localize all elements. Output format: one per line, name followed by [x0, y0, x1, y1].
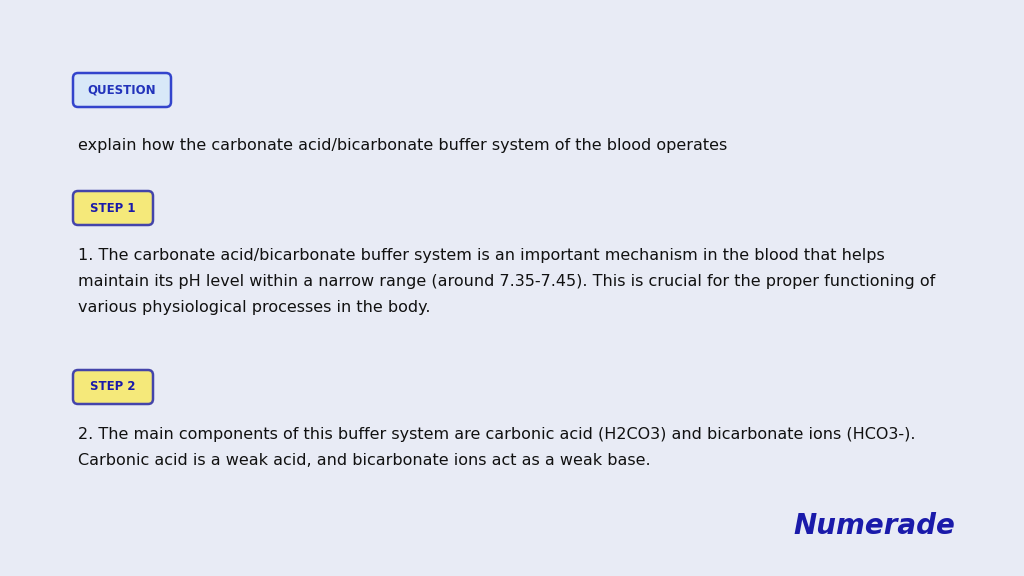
FancyBboxPatch shape	[73, 370, 153, 404]
Text: Numerade: Numerade	[794, 512, 955, 540]
Text: 1. The carbonate acid/bicarbonate buffer system is an important mechanism in the: 1. The carbonate acid/bicarbonate buffer…	[78, 248, 885, 263]
FancyBboxPatch shape	[73, 191, 153, 225]
Text: STEP 1: STEP 1	[90, 202, 136, 214]
FancyBboxPatch shape	[73, 73, 171, 107]
Text: various physiological processes in the body.: various physiological processes in the b…	[78, 300, 430, 315]
Text: maintain its pH level within a narrow range (around 7.35-7.45). This is crucial : maintain its pH level within a narrow ra…	[78, 274, 935, 289]
Text: Carbonic acid is a weak acid, and bicarbonate ions act as a weak base.: Carbonic acid is a weak acid, and bicarb…	[78, 453, 650, 468]
Text: explain how the carbonate acid/bicarbonate buffer system of the blood operates: explain how the carbonate acid/bicarbona…	[78, 138, 727, 153]
Text: STEP 2: STEP 2	[90, 381, 136, 393]
Text: QUESTION: QUESTION	[88, 84, 157, 97]
Text: 2. The main components of this buffer system are carbonic acid (H2CO3) and bicar: 2. The main components of this buffer sy…	[78, 427, 915, 442]
